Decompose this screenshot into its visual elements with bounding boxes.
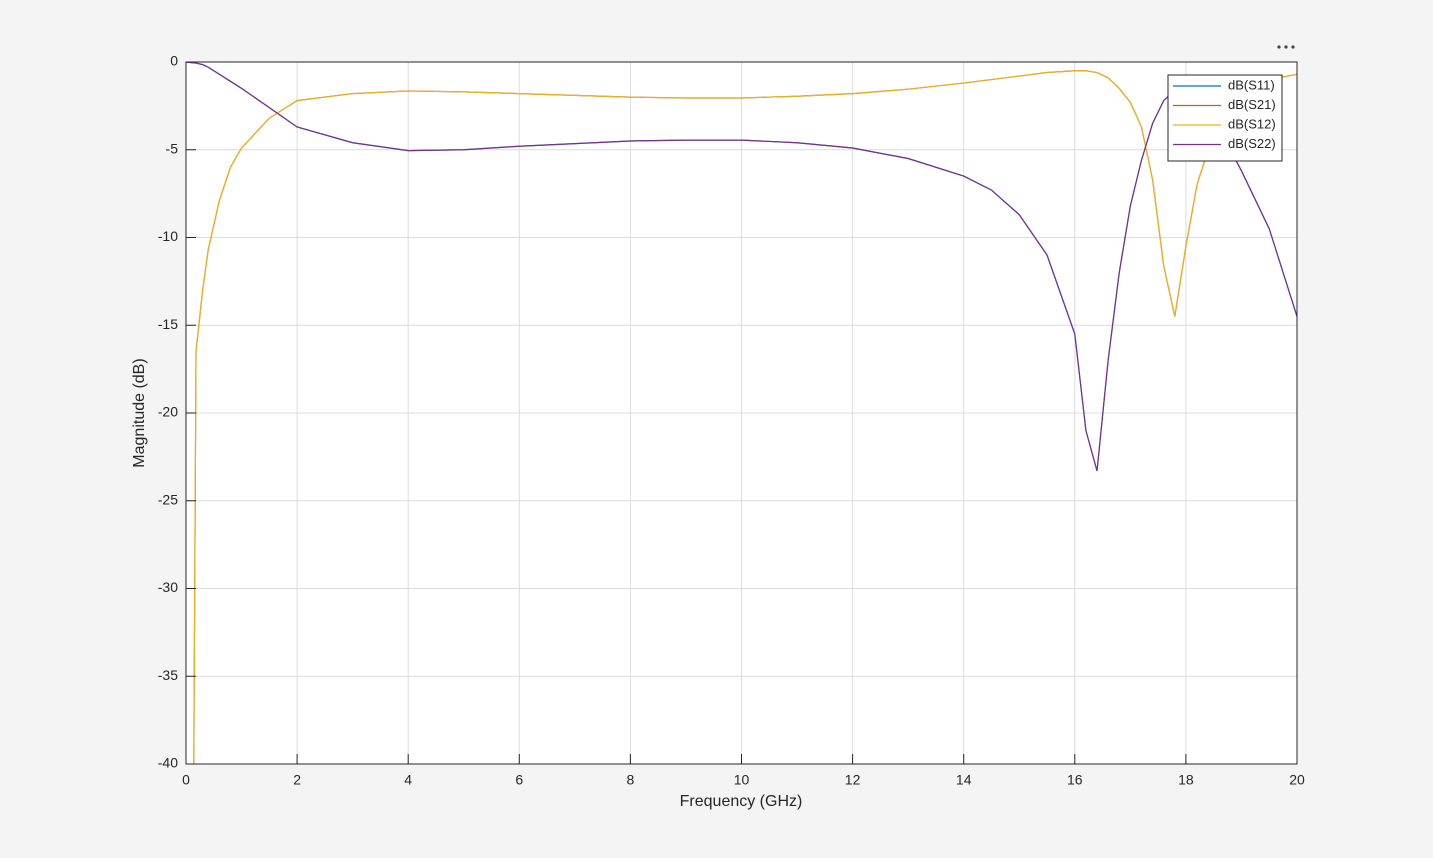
- legend-label: dB(S12): [1228, 116, 1276, 131]
- x-tick-label: 6: [515, 772, 523, 788]
- x-tick-label: 14: [956, 772, 972, 788]
- legend-label: dB(S22): [1228, 136, 1276, 151]
- x-tick-label: 4: [404, 772, 412, 788]
- x-tick-label: 0: [182, 772, 190, 788]
- y-tick-label: -30: [158, 579, 178, 595]
- y-tick-label: -40: [158, 755, 178, 771]
- x-tick-label: 8: [627, 772, 635, 788]
- x-tick-label: 10: [734, 772, 750, 788]
- x-tick-label: 2: [293, 772, 301, 788]
- y-tick-label: -20: [158, 404, 178, 420]
- y-tick-label: -5: [166, 140, 179, 156]
- y-tick-label: 0: [170, 53, 178, 69]
- more-options[interactable]: [1277, 45, 1295, 49]
- x-tick-label: 16: [1067, 772, 1083, 788]
- y-tick-label: -25: [158, 491, 178, 507]
- y-tick-label: -15: [158, 316, 178, 332]
- series-line: [193, 70, 1297, 764]
- legend-label: dB(S11): [1228, 77, 1275, 92]
- x-tick-label: 18: [1178, 772, 1194, 788]
- x-tick-label: 20: [1289, 772, 1305, 788]
- y-axis-label: Magnitude (dB): [131, 358, 148, 467]
- legend-label: dB(S21): [1228, 97, 1276, 112]
- y-tick-label: -10: [158, 228, 178, 244]
- y-tick-label: -35: [158, 667, 178, 683]
- legend-box: [1167, 74, 1283, 162]
- x-axis-label: Frequency (GHz): [680, 793, 803, 810]
- x-tick-label: 12: [845, 772, 861, 788]
